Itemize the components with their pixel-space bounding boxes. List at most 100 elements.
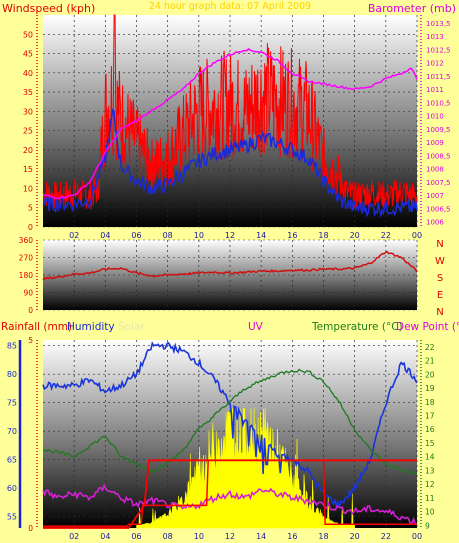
y-left-tick-label: 5 — [28, 204, 33, 213]
x-tick-label: 04 — [100, 532, 110, 541]
direction-tick-label: 0 — [28, 306, 33, 315]
dewpoint-line — [42, 483, 418, 525]
y-right-tick-label: 1013,5 — [426, 20, 451, 28]
direction-tick-label: 360 — [19, 236, 34, 245]
temperature-tick-label: 17 — [425, 411, 435, 420]
temperature-tick-label: 21 — [425, 357, 435, 366]
temperature-tick-label: 19 — [425, 384, 435, 393]
wind-direction-line — [42, 250, 418, 281]
x-tick-label: 02 — [69, 231, 79, 240]
dewpoint-axis-title: Dew Point (°C) — [396, 321, 459, 333]
y-left-tick-label: 20 — [23, 146, 33, 155]
y-right-tick-label: 1007,5 — [426, 179, 451, 187]
x-tick-label: 10 — [194, 231, 204, 240]
x-tick-label: 00 — [412, 532, 422, 541]
y-right-tick-label: 1006,5 — [426, 205, 451, 213]
humidity-tick-label: 75 — [7, 399, 17, 408]
compass-letter-n: N — [436, 239, 443, 250]
humidity-line — [42, 341, 418, 509]
y-right-tick-label: 1011 — [426, 86, 444, 94]
barometer-axis-title: Barometer (mb) — [368, 2, 456, 15]
y-right-tick-label: 1006 — [426, 219, 444, 227]
direction-tick-label: 180 — [19, 271, 34, 280]
y-right-tick-label: 1009,5 — [426, 126, 451, 134]
compass-letter-e: E — [437, 290, 443, 301]
x-tick-label: 22 — [381, 532, 391, 541]
temperature-tick-label: 16 — [425, 425, 435, 434]
temperature-tick-label: 12 — [425, 480, 435, 489]
humidity-tick-label: 60 — [7, 484, 17, 493]
temperature-axis-title: Temperature (°C) — [311, 321, 403, 333]
compass-letter-s: S — [437, 273, 443, 284]
y-left-tick-label: 10 — [23, 184, 33, 193]
y-right-tick-label: 1011,5 — [426, 73, 451, 81]
x-tick-label: 08 — [163, 231, 173, 240]
x-tick-label: 20 — [350, 231, 360, 240]
humidity-tick-label: 65 — [7, 456, 17, 465]
humidity-tick-label: 80 — [7, 370, 17, 379]
y-right-tick-label: 1009 — [426, 139, 444, 147]
compass-letter-w: W — [435, 256, 445, 267]
temperature-tick-label: 22 — [425, 343, 435, 352]
temperature-tick-label: 11 — [425, 494, 435, 503]
y-left-tick-label: 30 — [23, 107, 33, 116]
temperature-tick-label: 10 — [425, 508, 435, 517]
uv-legend: UV — [248, 321, 264, 333]
y-left-tick-label: 0 — [28, 223, 33, 232]
direction-tick-label: 270 — [19, 254, 34, 263]
x-tick-label: 12 — [225, 532, 235, 541]
x-tick-label: 18 — [318, 231, 328, 240]
windspeed-line — [42, 14, 418, 210]
barometer-line — [42, 48, 418, 200]
x-tick-label: 14 — [256, 231, 266, 240]
x-tick-label: 16 — [287, 532, 297, 541]
x-tick-label: 04 — [100, 231, 110, 240]
x-tick-label: 08 — [163, 532, 173, 541]
x-tick-label: 22 — [381, 231, 391, 240]
y-right-tick-label: 1012 — [426, 60, 444, 68]
temperature-tick-label: 15 — [425, 439, 435, 448]
y-left-tick-label: 45 — [23, 50, 33, 59]
humidity-tick-label: 55 — [7, 513, 17, 522]
humidity-legend: Humidity — [67, 321, 115, 333]
y-right-tick-label: 1008,5 — [426, 152, 451, 160]
average-windspeed-line — [42, 108, 418, 218]
x-tick-label: 06 — [131, 231, 141, 240]
x-tick-label: 02 — [69, 532, 79, 541]
solar-legend: Solar — [118, 321, 145, 333]
y-right-tick-label: 1013 — [426, 33, 444, 41]
temperature-tick-label: 9 — [425, 521, 430, 530]
x-tick-label: 12 — [225, 231, 235, 240]
temperature-tick-label: 18 — [425, 398, 435, 407]
x-tick-label: 06 — [131, 532, 141, 541]
temperature-line — [42, 368, 418, 474]
compass-letter-n: N — [436, 307, 443, 318]
humidity-tick-label: 85 — [7, 342, 17, 351]
windspeed-axis-title: Windspeed (kph) — [2, 2, 95, 15]
y-right-tick-label: 1008 — [426, 166, 444, 174]
y-left-tick-label: 50 — [23, 30, 33, 39]
rainfall-tick-label: 5 — [28, 336, 33, 345]
x-tick-label: 16 — [287, 231, 297, 240]
temperature-tick-label: 20 — [425, 370, 435, 379]
humidity-tick-label: 70 — [7, 427, 17, 436]
x-tick-label: 18 — [318, 532, 328, 541]
x-tick-label: 14 — [256, 532, 266, 541]
temperature-tick-label: 13 — [425, 466, 435, 475]
y-left-tick-label: 25 — [23, 127, 33, 136]
y-left-tick-label: 15 — [23, 165, 33, 174]
y-right-tick-label: 1012,5 — [426, 46, 451, 54]
uv-line — [43, 459, 417, 527]
rainfall-axis-title: Rainfall (mm) — [1, 321, 72, 333]
y-right-tick-label: 1010,5 — [426, 99, 451, 107]
graph-date-title: 24 hour graph data: 07 April 2009 — [149, 1, 311, 12]
y-right-tick-label: 1007 — [426, 192, 444, 200]
x-tick-label: 10 — [194, 532, 204, 541]
x-tick-label: 00 — [412, 231, 422, 240]
direction-tick-label: 90 — [23, 289, 33, 298]
temperature-tick-label: 14 — [425, 453, 435, 462]
y-left-tick-label: 35 — [23, 88, 33, 97]
x-tick-label: 20 — [350, 532, 360, 541]
